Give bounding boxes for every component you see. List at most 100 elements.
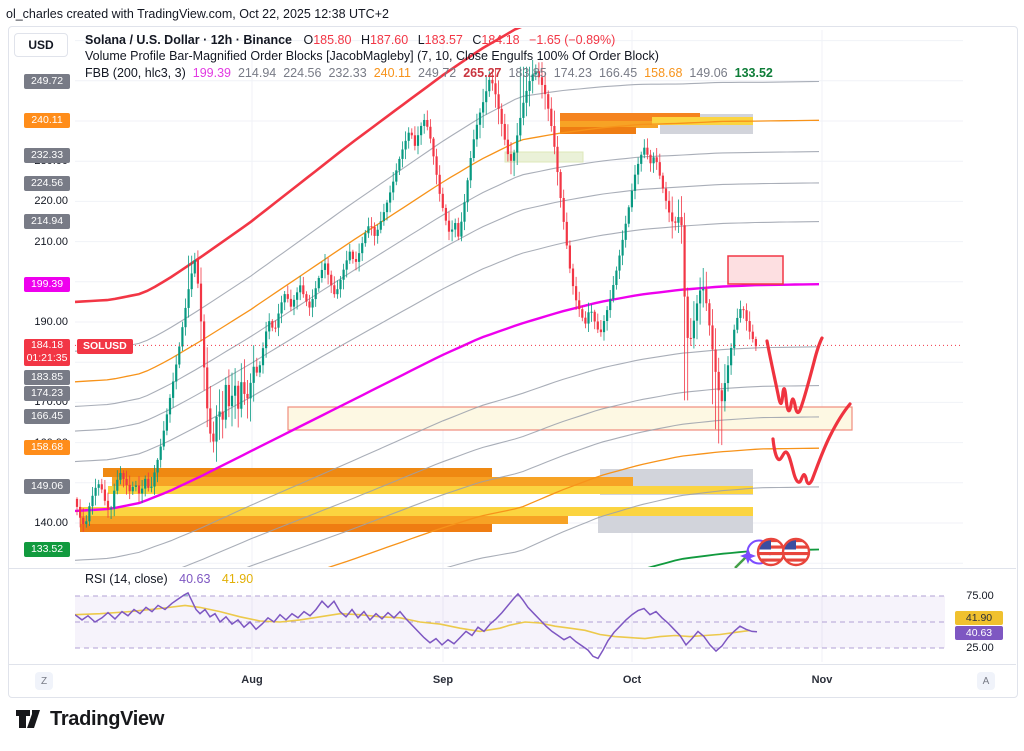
- fbb-band: [446, 486, 820, 567]
- attribution-text: ol_charles created with TradingView.com,…: [6, 7, 389, 21]
- fbb-legend-value: 183.85: [508, 66, 547, 80]
- fbb-band: [327, 447, 820, 567]
- volume-profile-bar: [80, 516, 568, 524]
- indicator-price-badge: 249.72: [24, 74, 70, 90]
- fbb-band: [75, 151, 820, 407]
- ohlc-low-value: 183.57: [424, 33, 463, 47]
- currency-axis-button[interactable]: USD: [14, 33, 68, 57]
- tradingview-logo-text: TradingView: [50, 707, 165, 730]
- fbb-band: [75, 346, 820, 561]
- symbol-price-tag: SOLUSD: [77, 339, 133, 354]
- symbol-legend-row[interactable]: Solana / U.S. Dollar · 12h · Binance O18…: [85, 32, 615, 49]
- rsi-axis-label: 25.00: [966, 642, 994, 654]
- price-axis-label: 210.00: [34, 235, 68, 248]
- volume-profile-bar: [560, 121, 658, 128]
- ohlc-high-label: H: [360, 33, 370, 47]
- ohlc-low-label: L: [417, 33, 425, 47]
- rsi-pane[interactable]: [75, 591, 758, 660]
- fbb-legend-value: 199.39: [192, 66, 231, 80]
- fbb-band: [75, 221, 820, 463]
- volume-profile-bar: [560, 113, 700, 121]
- rsi-line: [75, 591, 758, 660]
- drawing-projection-path[interactable]: [771, 402, 852, 486]
- fbb-legend-value: 158.68: [644, 66, 683, 80]
- fbb-legend-value: 149.06: [689, 66, 728, 80]
- symbol-title: Solana / U.S. Dollar · 12h · Binance: [85, 33, 292, 47]
- volume-profile-bar: [80, 524, 492, 532]
- volume-profile-bar: [112, 477, 633, 486]
- volume-profile-bar: [80, 507, 753, 516]
- fbb-legend-value: 174.23: [553, 66, 592, 80]
- time-axis-month-label: Sep: [432, 674, 454, 686]
- indicator-price-badge: 174.23: [24, 386, 70, 401]
- us-flag-icon[interactable]: [758, 539, 784, 565]
- indicator-price-badge: 214.94: [24, 214, 70, 230]
- change-value: −1.65 (−0.89%): [529, 33, 616, 47]
- fbb-band: [647, 548, 820, 567]
- current-price-badge: 184.18 01:21:35: [24, 339, 70, 366]
- tradingview-logo[interactable]: TradingView: [16, 707, 164, 731]
- time-axis-month-label: Aug: [241, 674, 263, 686]
- price-axis-label: 190.00: [34, 316, 68, 328]
- fbb-band: [75, 80, 820, 352]
- indicator-price-badge: 149.06: [24, 479, 70, 495]
- fbb-band: [75, 28, 523, 304]
- fbb-band: [246, 416, 820, 567]
- sparkle-icon[interactable]: [740, 548, 756, 564]
- indicator-price-badge: 232.33: [24, 148, 70, 163]
- volume-profile-bar: [108, 486, 753, 494]
- indicator-legend-fbb[interactable]: FBB (200, hlc3, 3) 199.39 214.94 224.56 232.…: [85, 66, 773, 80]
- resistance-box[interactable]: [727, 255, 784, 285]
- fbb-band: [75, 119, 820, 383]
- fbb-label: FBB (200, hlc3, 3): [85, 66, 186, 80]
- rsi-value-badge: 40.63: [955, 626, 1003, 640]
- fbb-legend-value: 214.94: [237, 66, 277, 80]
- indicator-price-badge: 199.39: [24, 276, 70, 292]
- fbb-band: [75, 182, 820, 432]
- ohlc-high-value: 187.60: [369, 33, 409, 47]
- rsi-ma-value: 41.90: [221, 572, 254, 586]
- rsi-ma-line: [75, 604, 751, 640]
- drawing-projection-path[interactable]: [765, 336, 824, 415]
- fbb-band: [75, 283, 820, 513]
- time-axis-month-label: Oct: [622, 674, 642, 686]
- fbb-legend-value: 240.11: [373, 66, 411, 80]
- tradingview-logo-icon: [16, 710, 40, 728]
- fbb-legend-value: 265.27: [463, 66, 502, 80]
- support-zone[interactable]: [287, 406, 853, 431]
- indicator-price-badge: 166.45: [24, 409, 70, 425]
- ohlc-close-label: C: [472, 33, 482, 47]
- rsi-value: 40.63: [179, 572, 211, 586]
- rsi-axis-label: 75.00: [966, 590, 994, 602]
- volume-profile-bar: [652, 117, 753, 125]
- time-axis-month-label: Nov: [811, 674, 833, 686]
- fbb-band: [181, 385, 820, 567]
- volume-profile-bar: [560, 127, 636, 134]
- fbb-legend-value: 232.33: [328, 66, 367, 80]
- fbb-legend-value: 166.45: [598, 66, 638, 80]
- rsi-label: RSI (14, close): [85, 572, 168, 586]
- indicator-price-badge: 240.11: [24, 113, 70, 129]
- ohlc-close-value: 184.18: [481, 33, 520, 47]
- scroll-right-button[interactable]: A: [977, 672, 995, 690]
- ohlc-open-value: 185.80: [313, 33, 352, 47]
- fbb-legend-value: 224.56: [283, 66, 322, 80]
- price-axis-label: 220.00: [34, 195, 68, 208]
- rsi-value-badge: 41.90: [955, 611, 1003, 625]
- price-axis-label: 140.00: [34, 517, 68, 529]
- volume-profile-bar: [103, 468, 492, 477]
- indicator-legend-volume-profile[interactable]: Volume Profile Bar-Magnified Order Block…: [85, 49, 659, 63]
- ohlc-open-label: O: [303, 33, 314, 47]
- scroll-left-button[interactable]: Z: [35, 672, 53, 690]
- rsi-legend-row[interactable]: RSI (14, close) 40.63 41.90: [85, 572, 253, 586]
- fbb-legend-value: 249.72: [418, 66, 457, 80]
- main-pane[interactable]: [75, 19, 853, 720]
- indicator-price-badge: 133.52: [24, 541, 70, 557]
- pale-green-zone: [504, 151, 584, 163]
- indicator-price-badge: 183.85: [24, 370, 70, 385]
- us-flag-icon[interactable]: [783, 539, 809, 565]
- indicator-price-badge: 158.68: [24, 440, 70, 456]
- fbb-legend-value: 133.52: [734, 66, 773, 80]
